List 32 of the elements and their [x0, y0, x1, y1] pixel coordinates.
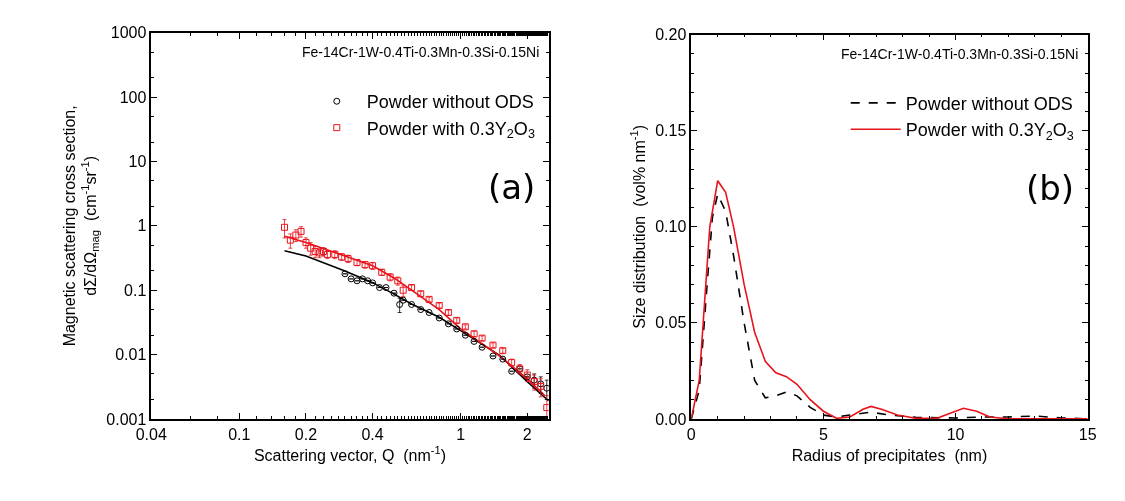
- annotation: (a): [488, 167, 536, 207]
- annotation: (b): [1026, 168, 1075, 208]
- y-tick-label: 1: [137, 217, 147, 235]
- legend-label: Powder with 0.3Y$_{2}$O$_{3}$: [366, 118, 535, 142]
- x-axis-title: Radius of precipitates (nm): [791, 447, 988, 465]
- y-tick-label: 0.01: [115, 346, 147, 364]
- x-axis-title: Scattering vector, Q (nm$^{-1}$): [253, 444, 447, 465]
- x-tick-label: 0.04: [135, 425, 167, 443]
- y-tick-label: 10: [128, 153, 147, 171]
- x-tick-label: 0.2: [294, 425, 318, 443]
- x-tick-label: 10: [946, 425, 965, 443]
- y-tick-label: 0.10: [655, 218, 687, 236]
- legend-label: Powder without ODS: [366, 92, 534, 113]
- x-tick-label: 0.1: [228, 425, 251, 443]
- x-tick-label: 2: [522, 425, 532, 443]
- x-tick-label: 0.4: [361, 425, 384, 443]
- y-tick-label: 1000: [110, 24, 147, 42]
- y-tick-label: 0.1: [124, 281, 147, 299]
- annotation: Fe-14Cr-1W-0.4Ti-0.3Mn-0.3Si-0.15Ni: [302, 44, 540, 60]
- y-tick-label: 100: [119, 88, 147, 106]
- x-tick-label: 5: [818, 425, 828, 443]
- y-tick-label: 0.001: [106, 410, 147, 428]
- legend-label: Powder without ODS: [905, 93, 1073, 114]
- y-tick-label: 0.05: [655, 314, 687, 332]
- legend-label: Powder with 0.3Y$_{2}$O$_{3}$: [905, 120, 1074, 144]
- x-tick-label: 0: [686, 425, 696, 443]
- annotation: Fe-14Cr-1W-0.4Ti-0.3Mn-0.3Si-0.15Ni: [841, 46, 1079, 62]
- y-tick-label: 0.20: [655, 26, 687, 44]
- y-tick-label: 0.00: [655, 410, 687, 428]
- x-tick-label: 15: [1078, 425, 1097, 443]
- y-tick-label: 0.15: [655, 122, 687, 140]
- x-tick-label: 1: [456, 425, 466, 443]
